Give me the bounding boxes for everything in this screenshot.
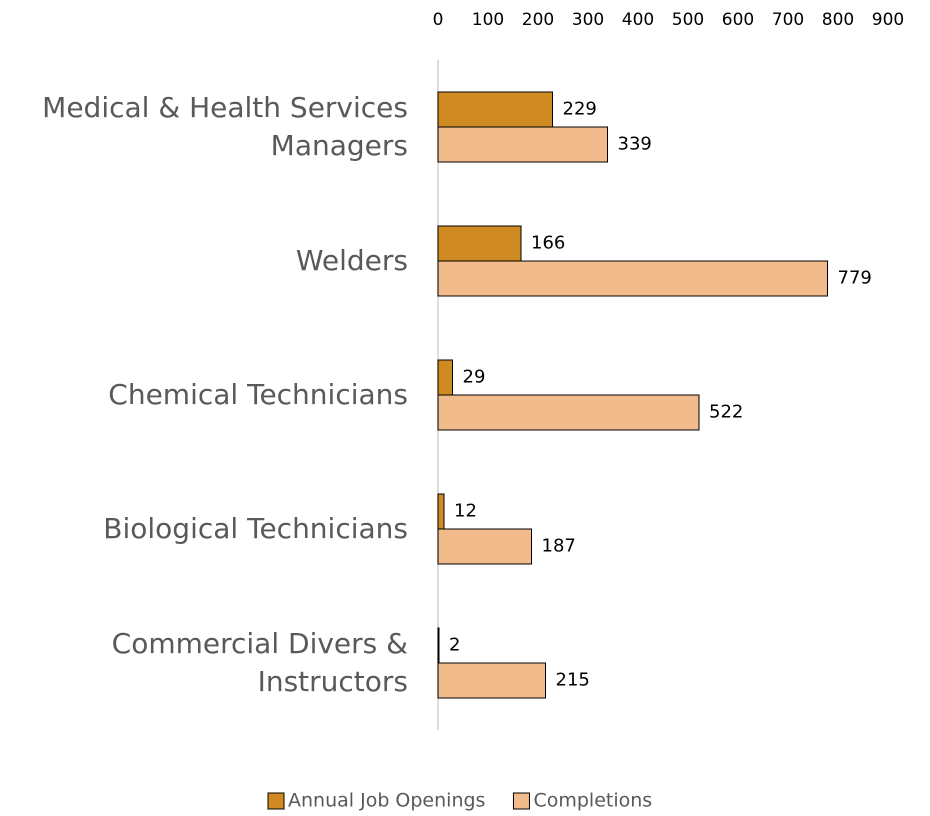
legend-swatch: [267, 792, 285, 810]
x-tick-label: 600: [722, 10, 754, 30]
legend-label: Completions: [533, 790, 652, 812]
bar: [437, 662, 546, 699]
bar: [437, 126, 608, 163]
bar: [437, 260, 828, 297]
x-tick-label: 300: [572, 10, 604, 30]
value-label: 187: [542, 536, 576, 557]
x-tick-label: 700: [772, 10, 804, 30]
x-tick-label: 200: [522, 10, 554, 30]
x-tick-label: 900: [872, 10, 904, 30]
legend-swatch: [512, 792, 530, 810]
bar: [437, 493, 445, 530]
bar: [437, 394, 700, 431]
x-tick-label: 400: [622, 10, 654, 30]
value-label: 229: [563, 99, 597, 120]
value-label: 339: [618, 134, 652, 155]
legend-label: Annual Job Openings: [288, 790, 485, 812]
bar: [437, 225, 522, 262]
category-label: Medical & Health Services Managers: [42, 91, 408, 162]
x-tick-label: 800: [822, 10, 854, 30]
bar: [437, 627, 440, 664]
value-label: 779: [838, 268, 872, 289]
x-tick-label: 500: [672, 10, 704, 30]
value-label: 166: [531, 233, 565, 254]
value-label: 2: [449, 635, 460, 656]
x-tick-label: 100: [472, 10, 504, 30]
x-tick-label: 0: [433, 10, 444, 30]
value-label: 522: [709, 402, 743, 423]
category-label: Commercial Divers & Instructors: [111, 627, 408, 698]
category-label: Biological Technicians: [103, 512, 408, 545]
value-label: 29: [463, 367, 486, 388]
category-label: Chemical Technicians: [108, 378, 408, 411]
value-label: 12: [454, 501, 477, 522]
bar: [437, 528, 532, 565]
bar: [437, 359, 453, 396]
value-label: 215: [556, 670, 590, 691]
category-label: Welders: [295, 244, 408, 277]
bar: [437, 91, 553, 128]
